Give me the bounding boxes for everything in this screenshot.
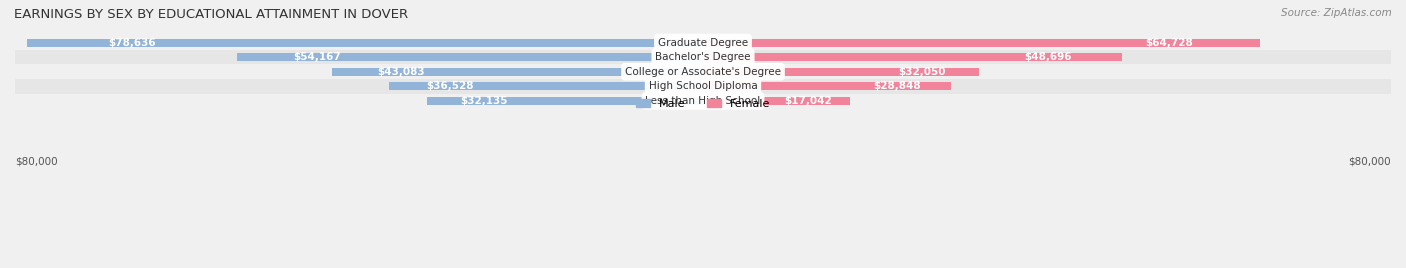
Bar	[15, 79, 1391, 94]
Text: $80,000: $80,000	[15, 157, 58, 167]
Text: High School Diploma: High School Diploma	[648, 81, 758, 91]
Bar	[703, 82, 950, 90]
Text: $64,728: $64,728	[1144, 38, 1192, 47]
Legend: Male, Female: Male, Female	[631, 94, 775, 113]
Bar	[27, 39, 703, 47]
Bar	[703, 39, 1260, 47]
Text: $32,050: $32,050	[898, 67, 946, 77]
Bar	[703, 97, 849, 105]
Text: $80,000: $80,000	[1348, 157, 1391, 167]
Text: Bachelor's Degree: Bachelor's Degree	[655, 52, 751, 62]
Bar	[15, 50, 1391, 64]
Text: $48,696: $48,696	[1024, 52, 1071, 62]
Bar	[15, 35, 1391, 50]
Text: $32,135: $32,135	[460, 96, 508, 106]
Bar	[15, 64, 1391, 79]
Bar	[389, 82, 703, 90]
Bar	[332, 68, 703, 76]
Bar	[238, 53, 703, 61]
Text: $78,636: $78,636	[108, 38, 156, 47]
Bar	[703, 68, 979, 76]
Text: $17,042: $17,042	[785, 96, 832, 106]
Text: Less than High School: Less than High School	[645, 96, 761, 106]
Bar	[15, 94, 1391, 108]
Text: EARNINGS BY SEX BY EDUCATIONAL ATTAINMENT IN DOVER: EARNINGS BY SEX BY EDUCATIONAL ATTAINMEN…	[14, 8, 408, 21]
Text: $28,848: $28,848	[873, 81, 921, 91]
Text: $36,528: $36,528	[426, 81, 474, 91]
Text: College or Associate's Degree: College or Associate's Degree	[626, 67, 780, 77]
Text: $43,083: $43,083	[377, 67, 425, 77]
Text: Graduate Degree: Graduate Degree	[658, 38, 748, 47]
Text: $54,167: $54,167	[292, 52, 340, 62]
Bar	[426, 97, 703, 105]
Bar	[703, 53, 1122, 61]
Text: Source: ZipAtlas.com: Source: ZipAtlas.com	[1281, 8, 1392, 18]
